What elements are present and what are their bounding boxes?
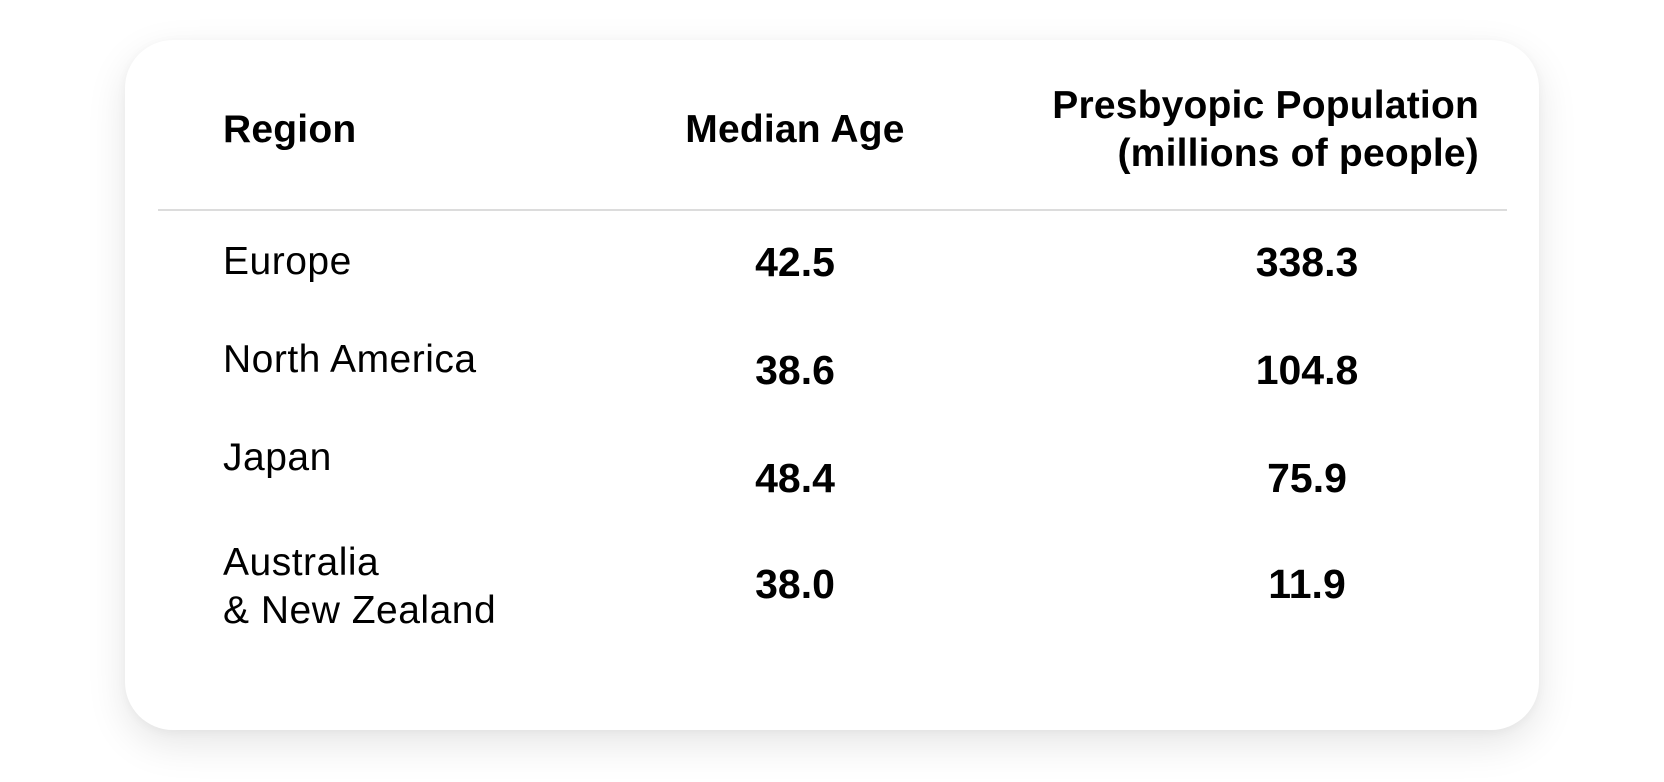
median-age-cell: 38.6	[755, 347, 835, 393]
column-header-median-age: Median Age	[685, 108, 905, 151]
table-card: Region Median Age Presbyopic Population …	[125, 40, 1539, 730]
column-header-presbyopic-population: Presbyopic Population (millions of peopl…	[1052, 84, 1479, 175]
column-header-region: Region	[223, 108, 357, 151]
header-divider	[158, 209, 1507, 211]
population-cell: 104.8	[1255, 347, 1359, 393]
region-cell: North America	[223, 338, 477, 381]
median-age-cell: 48.4	[755, 455, 835, 501]
region-cell: Australia & New Zealand	[223, 541, 497, 632]
median-age-cell: 38.0	[755, 561, 835, 607]
population-cell: 338.3	[1255, 239, 1359, 285]
population-cell: 75.9	[1267, 455, 1347, 501]
region-cell: Japan	[223, 436, 332, 479]
region-cell: Europe	[223, 240, 352, 283]
population-cell: 11.9	[1268, 561, 1346, 607]
median-age-cell: 42.5	[755, 239, 835, 285]
